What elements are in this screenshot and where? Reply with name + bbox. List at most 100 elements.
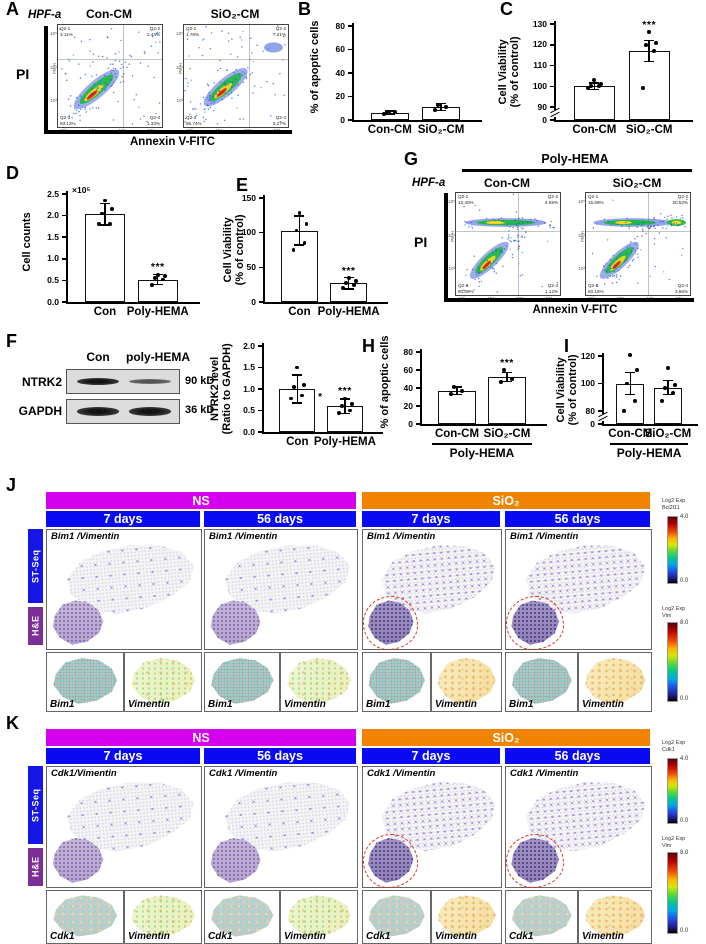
flow-scatter-plot	[58, 25, 162, 127]
quadrant-label: Q2-2 7.21%	[273, 26, 286, 37]
y-tick	[550, 65, 555, 67]
y-tick	[258, 388, 263, 390]
error-cap	[625, 394, 635, 395]
overlay-title: Cdk1 /Vimentin	[367, 768, 435, 779]
error-cap	[502, 372, 512, 373]
he-tissue	[366, 837, 416, 885]
flow-y-tick-label: 10⁵	[578, 199, 585, 204]
error-cap	[436, 110, 446, 111]
x-category-label: SiO₂-CM	[393, 124, 489, 136]
flow-y-tick-label: 10³	[176, 98, 183, 103]
data-point	[354, 279, 358, 283]
y-tick	[550, 44, 555, 46]
overlay-title: Bim1 /Vimentin	[510, 531, 578, 542]
flow-scatter-plot	[586, 193, 690, 295]
blot-band	[77, 378, 119, 385]
quadrant-label: Q2-4 5.27%	[273, 115, 286, 126]
bar	[85, 214, 125, 302]
data-point	[156, 273, 160, 277]
y-axis-bar	[444, 193, 448, 300]
gene-box: Cdk1	[204, 890, 280, 944]
overlay-title: Cdk1 /Vimentin	[209, 768, 277, 779]
st-plot-box: Bim1 /Vimentin	[204, 529, 358, 650]
st-plot-box: Bim1 /Vimentin	[46, 529, 202, 650]
st-plot-box: Cdk1/Vimentin	[46, 766, 202, 888]
flow-scatter-plot	[456, 193, 560, 295]
he-tissue-thumb	[208, 599, 263, 647]
data-point	[452, 385, 456, 389]
x-category-label: SiO₂-CM	[459, 428, 555, 440]
data-point	[97, 222, 101, 226]
axis-multiplier: ×10⁵	[72, 185, 90, 195]
significance-stars: ***	[477, 357, 537, 369]
panel-g-letter: G	[404, 150, 418, 168]
y-axis-line	[66, 191, 68, 304]
x-axis-line	[554, 120, 693, 122]
y-tick	[598, 423, 603, 425]
blot-strip-gapdh	[66, 399, 180, 424]
error-cap	[292, 402, 302, 403]
y-tick	[62, 280, 67, 282]
y-axis-title: Cell Viability (% of control)	[556, 326, 580, 454]
flow-plot-g-sio2: Q2-1 15.69% Q2-2 20.52% Q2-3 60.15% Q2-4 3.6…	[585, 192, 691, 296]
colorbar-title-line1: Log2 Exp	[662, 606, 706, 613]
quadrant-label: Q2-2 2.44%	[147, 26, 160, 37]
data-point	[305, 222, 309, 226]
x-category-label: SiO₂-CM	[601, 124, 697, 136]
y-tick	[62, 236, 67, 238]
flow-condition-title: SiO₂-CM	[585, 176, 689, 190]
data-point	[337, 411, 341, 415]
y-tick	[348, 72, 353, 74]
y-tick	[550, 119, 555, 121]
x-category-label: SiO₂-CM	[620, 428, 706, 440]
blot-lane-header: Con	[74, 350, 122, 364]
gene-box: Bim1	[46, 652, 124, 712]
flow-scatter-plot	[184, 25, 288, 127]
quadrant-value: 85.74%	[186, 121, 202, 127]
st-seq-row-label: ST-Seq	[28, 766, 43, 844]
gene-label: Vimentin	[582, 931, 624, 942]
gene-box: Bim1	[505, 652, 578, 712]
error-cap	[502, 381, 512, 382]
error-cap	[644, 61, 654, 62]
error-bar	[344, 399, 345, 414]
data-point	[340, 404, 344, 408]
y-tick	[348, 49, 353, 51]
y-tick	[348, 96, 353, 98]
y-tick	[416, 351, 421, 353]
data-point	[663, 386, 667, 390]
overlay-title: Bim1 /Vimentin	[209, 531, 277, 542]
st-seq-row-label: ST-Seq	[28, 529, 43, 603]
y-axis-title: % of apoptic cells	[310, 0, 322, 144]
colorbar-title-line2: Bcl2l11	[662, 505, 706, 512]
timepoint-header: 7 days	[46, 511, 200, 527]
y-tick	[416, 405, 421, 407]
x-axis-bar	[44, 130, 292, 134]
gene-box: Vimentin	[124, 652, 202, 712]
error-cap	[385, 114, 395, 115]
y-tick	[259, 197, 264, 199]
quadrant-label: Q2-2 4.59%	[545, 194, 558, 205]
flow-y-tick-label: 10⁴	[50, 65, 57, 70]
blot-band	[129, 379, 171, 384]
st-plot-box: Cdk1 /Vimentin	[204, 766, 358, 888]
data-point	[433, 108, 437, 112]
flow-y-tick-label: 10³	[448, 266, 455, 271]
y-axis-title: Cell Viability (% of control)	[223, 168, 247, 332]
chart-apoptotic-cells-cm: 0 20 40 60 80 % of apoptic cells Con-CM SiO₂-CM	[302, 4, 492, 146]
gene-label: Cdk1	[208, 931, 232, 942]
significance-stars: ***	[128, 261, 188, 273]
y-tick-label: 0.0	[10, 297, 59, 307]
flow-y-tick-label: 10⁴	[448, 233, 455, 238]
panel-f-letter: F	[6, 332, 17, 350]
chart-apoptotic-cells-polyhema: 0 20 40 60 80% of apoptic cells Con-CM *** SiO₂…	[372, 340, 557, 466]
quadrant-label: Q2-1 15.69%	[588, 194, 604, 205]
y-tick-label: 1.0	[10, 253, 59, 263]
quadrant-value: 1.78%	[186, 32, 199, 38]
y-tick	[550, 23, 555, 25]
x-axis-line	[262, 432, 383, 434]
error-cap	[589, 89, 599, 90]
quadrant-label: Q2-1 13.40%	[458, 194, 474, 205]
he-row-label: H&E	[28, 848, 43, 886]
error-bar	[648, 41, 649, 62]
